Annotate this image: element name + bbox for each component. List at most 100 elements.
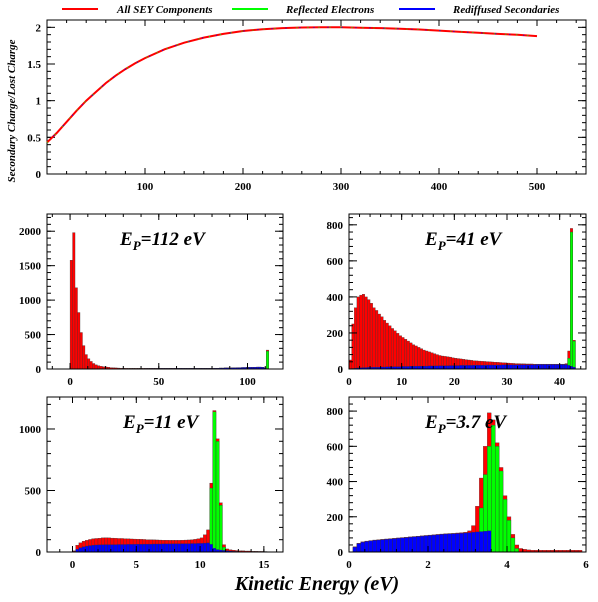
y-tick-label: 0.5 [27, 132, 41, 144]
bar-all-sey [414, 345, 418, 369]
bar-reflected [219, 505, 223, 552]
y-tick-label: 0 [338, 547, 344, 559]
y-tick-label: 200 [327, 512, 344, 524]
bar-rediffused [467, 365, 471, 369]
annotation-subscript: P [136, 421, 145, 436]
panel-ep-3-7: 0 2 4 6 0 200 400 600 800 EP=3.7 eV [327, 396, 589, 571]
bar-rediffused [177, 543, 182, 552]
bar-rediffused [380, 539, 385, 552]
bar-all-sey [417, 347, 421, 369]
y-tick-label: 1.5 [27, 59, 41, 71]
bar-rediffused [456, 365, 460, 369]
bar-rediffused [152, 543, 156, 552]
legend-label-reflected: Reflected Electrons [285, 4, 374, 16]
x-axis-title: Kinetic Energy (eV) [234, 573, 399, 595]
x-tick-label: 2 [425, 559, 431, 571]
x-tick-label: 100 [239, 376, 256, 388]
annotation-value: =3.7 eV [446, 412, 508, 433]
energy-annotation: EP=11 eV [122, 412, 200, 436]
y-tick-label: 2 [36, 22, 42, 34]
bar-rediffused [104, 544, 108, 552]
x-tick-label: 20 [449, 376, 461, 388]
x-tick-label: 100 [137, 181, 154, 193]
bar-all-sey [79, 332, 83, 369]
x-tick-label: 10 [396, 376, 408, 388]
bar-all-sey [385, 322, 389, 369]
panel-top-frame [46, 19, 587, 175]
x-tick-label: 50 [153, 376, 165, 388]
histogram-bars [72, 410, 271, 552]
bar-rediffused [168, 543, 172, 552]
y-tick-label: 500 [25, 485, 42, 497]
all-sey-curve [46, 26, 538, 144]
y-tick-label: 0 [338, 364, 344, 376]
bar-rediffused [139, 544, 143, 552]
bar-rediffused [459, 365, 463, 369]
bar-rediffused [498, 364, 502, 369]
bar-all-sey [82, 345, 86, 369]
bar-rediffused [392, 538, 397, 552]
bar-all-sey [69, 260, 73, 369]
bar-all-sey [577, 550, 583, 552]
panel-top-ticks: 100 200 300 400 500 0 0.5 1 1.5 2 [27, 19, 586, 193]
panel-ep-11: 0 5 10 15 0 500 1000 EP=11 eV [19, 396, 284, 571]
annotation-symbol: E [122, 412, 136, 433]
bar-rediffused [372, 540, 377, 552]
x-tick-label: 4 [504, 559, 510, 571]
bar-rediffused [388, 538, 393, 552]
y-tick-label: 0 [36, 169, 42, 181]
x-tick-label: 200 [235, 181, 252, 193]
bar-all-sey [356, 296, 360, 369]
bar-all-sey [383, 320, 387, 369]
reflected-curve [46, 26, 538, 143]
y-tick-label: 0 [36, 547, 42, 559]
bar-all-sey [380, 316, 384, 369]
x-tick-label: 5 [134, 559, 140, 571]
bar-rediffused [451, 533, 456, 552]
bar-rediffused [551, 364, 555, 369]
bar-rediffused [447, 533, 452, 552]
bar-rediffused [439, 534, 444, 552]
x-tick-label: 300 [333, 181, 350, 193]
bar-reflected [215, 441, 220, 552]
bar-rediffused [512, 364, 516, 369]
bar-rediffused [543, 364, 547, 369]
bar-rediffused [117, 544, 121, 552]
bar-all-sey [74, 287, 78, 369]
bar-all-sey [393, 330, 397, 369]
bar-all-sey [92, 363, 96, 369]
bar-all-sey [359, 294, 363, 369]
top-y-axis-label: Secondary Charge/Lost Charge [6, 39, 18, 182]
bar-rediffused [364, 541, 369, 552]
bar-rediffused [488, 364, 492, 369]
x-tick-label: 0 [346, 376, 352, 388]
histogram-bars [352, 412, 583, 552]
bar-reflected [510, 537, 516, 552]
annotation-subscript: P [438, 238, 447, 253]
x-tick-label: 15 [258, 559, 270, 571]
bar-all-sey [94, 364, 98, 369]
bar-rediffused [180, 543, 185, 552]
bar-reflected [502, 499, 508, 552]
bar-rediffused [408, 537, 413, 552]
panel-frame [348, 213, 587, 370]
bar-rediffused [520, 364, 523, 369]
x-tick-label: 40 [554, 376, 566, 388]
bar-rediffused [501, 364, 505, 369]
bar-all-sey [406, 340, 410, 369]
bar-rediffused [509, 364, 513, 369]
x-tick-label: 0 [346, 559, 352, 571]
y-tick-label: 400 [327, 477, 344, 489]
bar-all-sey [390, 328, 394, 369]
annotation-value: =112 eV [141, 229, 206, 250]
bar-rediffused [471, 532, 476, 552]
energy-annotation: EP=112 eV [119, 229, 206, 253]
panel-frame [46, 213, 284, 370]
bar-rediffused [455, 533, 460, 552]
bar-all-sey [72, 232, 76, 369]
bar-reflected [506, 520, 512, 552]
y-tick-label: 1500 [19, 261, 42, 273]
bar-rediffused [423, 535, 429, 552]
